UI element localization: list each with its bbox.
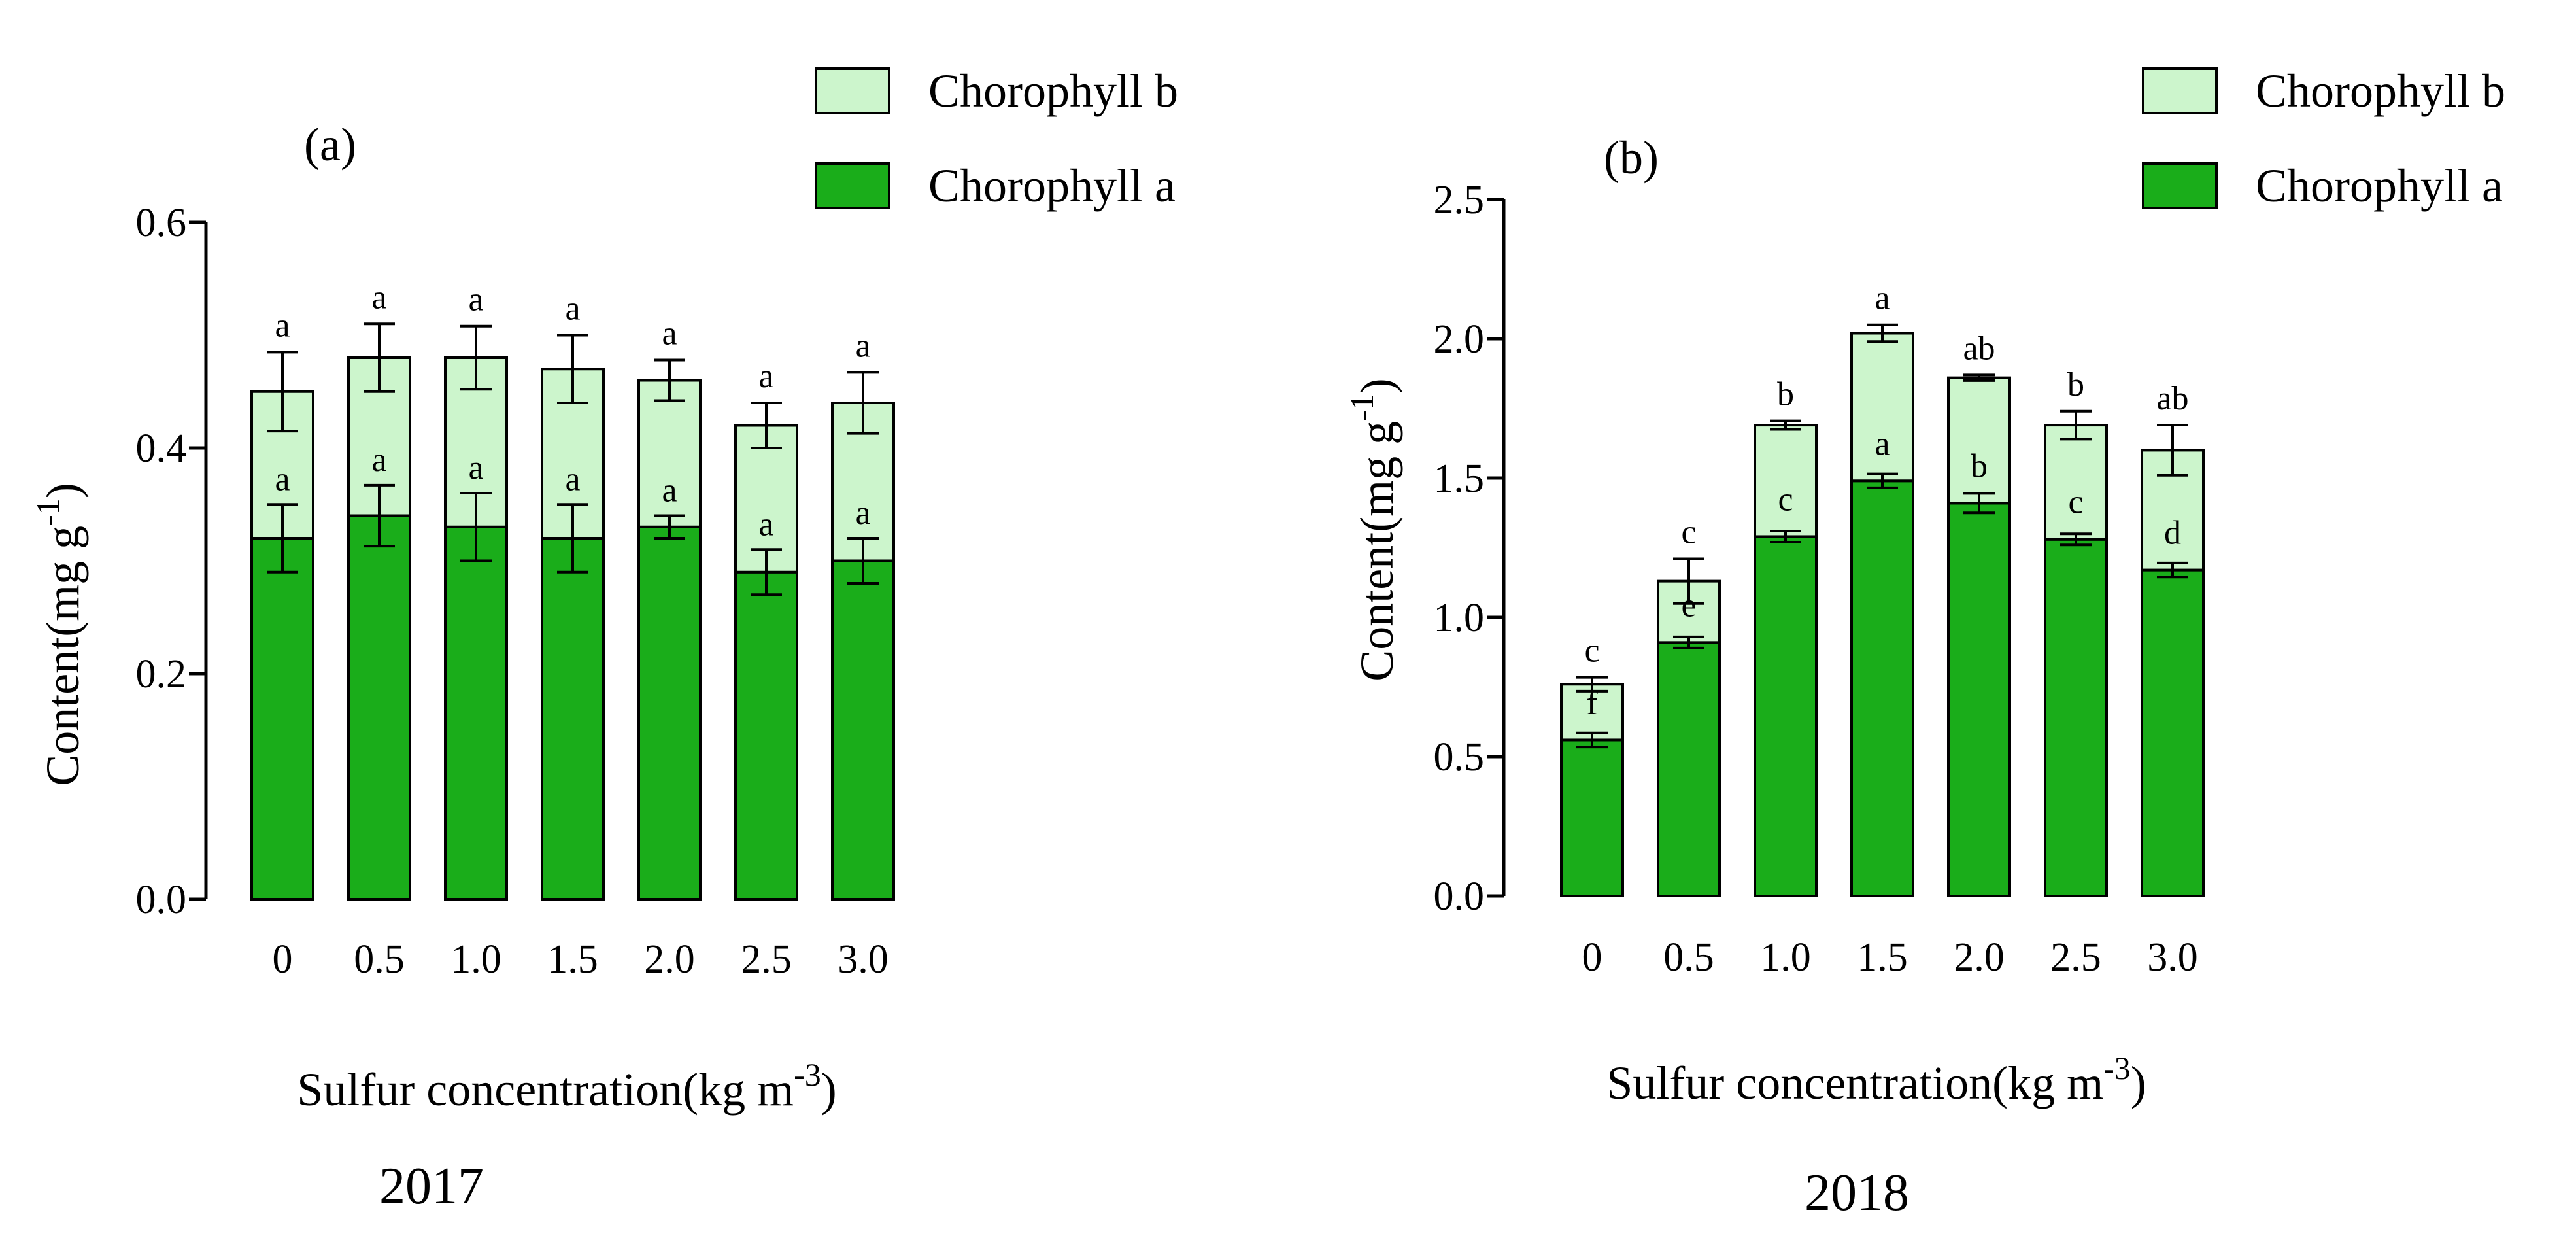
x-tick-label: 0 [273,937,293,982]
x-tick-label: 1.0 [450,937,501,982]
bar-chlorophyll-a [2141,568,2205,898]
legend-label-chlorophyll-b: Chorophyll b [928,65,1178,117]
significance-letter-chlorophyll-a: c [2068,484,2083,521]
significance-letter-chlorophyll-b: b [1777,376,1794,413]
y-tick-label: 1.5 [1434,456,1485,501]
significance-letter-chlorophyll-a: a [662,472,677,509]
panel-2017-chart: (a) 0.0 0.2 0.4 0.6 a a 0 a a 0.5 a a 1.0 a a 1.5 a a 2.0 a a… [29,65,1178,1215]
significance-letter-chlorophyll-b: c [1681,514,1696,551]
y-tick-label: 0.0 [1434,874,1485,919]
significance-letter-chlorophyll-a: a [275,460,290,498]
significance-letter-chlorophyll-a: a [1874,425,1890,462]
bar-chlorophyll-b [734,424,798,574]
bar-chlorophyll-a [250,537,314,901]
x-axis-title-superscript: -3 [2103,1050,2131,1086]
bar-chlorophyll-a [1754,535,1818,897]
significance-letter-chlorophyll-b: a [855,327,870,364]
bar-chlorophyll-a [347,514,411,901]
bar-chlorophyll-b [2044,424,2108,541]
y-axis-title: Content(mg g-1) [29,483,89,786]
x-axis-title-tail: ) [821,1063,837,1116]
x-tick-label: 1.5 [1857,935,1908,980]
significance-letter-chlorophyll-a: a [855,494,870,532]
x-tick-label: 2.0 [1954,935,2005,980]
significance-letter-chlorophyll-a: a [468,449,483,487]
x-tick-label: 1.5 [547,937,598,982]
y-tick-label: 0.0 [136,878,187,922]
legend-label-chlorophyll-a: Chorophyll a [2256,160,2503,212]
significance-letter-chlorophyll-b: a [371,279,386,316]
significance-letter-chlorophyll-a: c [1778,481,1793,518]
legend-swatch-chlorophyll-b [2142,67,2218,114]
bar-chlorophyll-a [1560,738,1624,897]
significance-letter-chlorophyll-b: c [1584,632,1599,670]
legend-swatch-chlorophyll-a [2142,162,2218,209]
significance-letter-chlorophyll-b: a [275,307,290,344]
legend-label-chlorophyll-b: Chorophyll b [2256,65,2505,117]
y-axis-title: Content(mg g-1) [1344,378,1403,681]
bar-chlorophyll-a [541,537,605,901]
year-caption: 2017 [379,1158,484,1215]
bar-chlorophyll-a [637,525,702,901]
y-tick-label: 1.0 [1434,596,1485,640]
significance-letter-chlorophyll-b: a [662,315,677,352]
significance-letter-chlorophyll-a: e [1681,587,1696,624]
x-tick-label: 2.5 [741,937,792,982]
bar-chlorophyll-a [444,525,508,901]
x-axis-title: Sulfur concentration(kg m-3) [297,1056,836,1116]
legend-label-chlorophyll-a: Chorophyll a [928,160,1176,212]
significance-letter-chlorophyll-a: d [2164,515,2181,552]
bar-chlorophyll-a [1947,502,2011,897]
x-tick-label: 0.5 [354,937,405,982]
year-caption: 2018 [1805,1164,1909,1222]
x-tick-label: 2.0 [644,937,695,982]
bar-chlorophyll-a [734,570,798,901]
bar-chlorophyll-a [2044,538,2108,897]
bar-chlorophyll-a [831,559,895,901]
x-axis-title-tail: ) [2131,1057,2146,1109]
x-axis-title: Sulfur concentration(kg m-3) [1606,1050,2146,1109]
bar-chlorophyll-a [1657,641,1721,898]
x-tick-label: 3.0 [2147,935,2198,980]
significance-letter-chlorophyll-a: f [1586,684,1598,721]
legend-swatch-chlorophyll-b [815,67,890,114]
significance-letter-chlorophyll-b: ab [2156,380,2188,417]
y-tick-label: 0.4 [136,426,187,471]
y-axis-title-superscript: -1 [29,498,66,526]
significance-letter-chlorophyll-b: b [2067,366,2084,404]
y-tick-label: 2.0 [1434,317,1485,362]
y-tick-label: 0.2 [136,652,187,697]
y-axis-title-superscript: -1 [1344,394,1380,421]
panel-label: (b) [1604,131,1659,184]
y-tick-label: 2.5 [1434,178,1485,222]
x-tick-label: 1.0 [1760,935,1811,980]
significance-letter-chlorophyll-a: b [1971,447,1988,485]
significance-letter-chlorophyll-b: a [565,290,580,328]
legend-swatch-chlorophyll-a [815,162,890,209]
significance-letter-chlorophyll-b: a [758,358,773,395]
significance-letter-chlorophyll-b: ab [1963,330,1995,367]
y-tick-label: 0.5 [1434,735,1485,780]
x-tick-label: 2.5 [2050,935,2101,980]
y-axis-title-tail: ) [37,483,89,498]
significance-letter-chlorophyll-a: a [565,460,580,498]
significance-letter-chlorophyll-a: a [371,441,386,479]
bar-chlorophyll-a [1850,479,1914,897]
significance-letter-chlorophyll-a: a [758,506,773,543]
x-axis-title-superscript: -3 [794,1056,821,1093]
y-axis-title-tail: ) [1351,378,1403,394]
x-tick-label: 0 [1582,935,1602,980]
panel-2018-chart: (b)0.00.51.01.52.02.5cf0ce0.5bc1.0aa1.5a… [1344,65,2505,1222]
significance-letter-chlorophyll-b: a [1874,280,1890,317]
significance-letter-chlorophyll-b: a [468,281,483,319]
panel-label: (a) [304,118,356,171]
x-tick-label: 3.0 [838,937,889,982]
y-tick-label: 0.6 [136,201,187,245]
x-tick-label: 0.5 [1663,935,1714,980]
